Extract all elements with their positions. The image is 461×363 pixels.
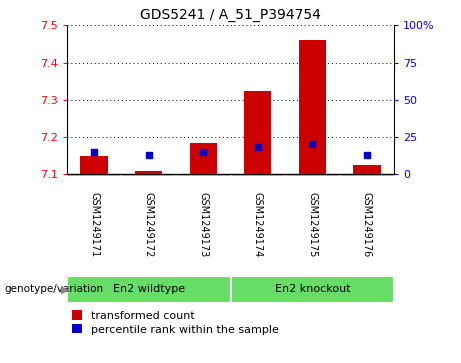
Bar	[299, 40, 326, 174]
Bar	[230, 276, 394, 303]
Text: GSM1249172: GSM1249172	[144, 192, 154, 258]
Legend: transformed count, percentile rank within the sample: transformed count, percentile rank withi…	[72, 310, 279, 335]
Point	[254, 144, 261, 150]
Bar	[81, 156, 108, 174]
Point	[363, 152, 371, 158]
Bar	[67, 276, 230, 303]
Text: GSM1249174: GSM1249174	[253, 192, 263, 258]
Text: GSM1249176: GSM1249176	[362, 192, 372, 258]
Point	[145, 152, 152, 158]
Bar	[189, 143, 217, 174]
Bar	[353, 165, 380, 174]
Text: ▶: ▶	[61, 285, 70, 294]
Text: GSM1249171: GSM1249171	[89, 192, 99, 258]
Text: genotype/variation: genotype/variation	[5, 285, 104, 294]
Text: En2 wildtype: En2 wildtype	[112, 285, 185, 294]
Text: GSM1249173: GSM1249173	[198, 192, 208, 258]
Title: GDS5241 / A_51_P394754: GDS5241 / A_51_P394754	[140, 8, 321, 22]
Text: En2 knockout: En2 knockout	[274, 285, 350, 294]
Text: GSM1249175: GSM1249175	[307, 192, 317, 258]
Bar	[135, 171, 162, 174]
Bar	[244, 90, 272, 174]
Point	[90, 149, 98, 155]
Point	[309, 142, 316, 147]
Point	[200, 149, 207, 155]
